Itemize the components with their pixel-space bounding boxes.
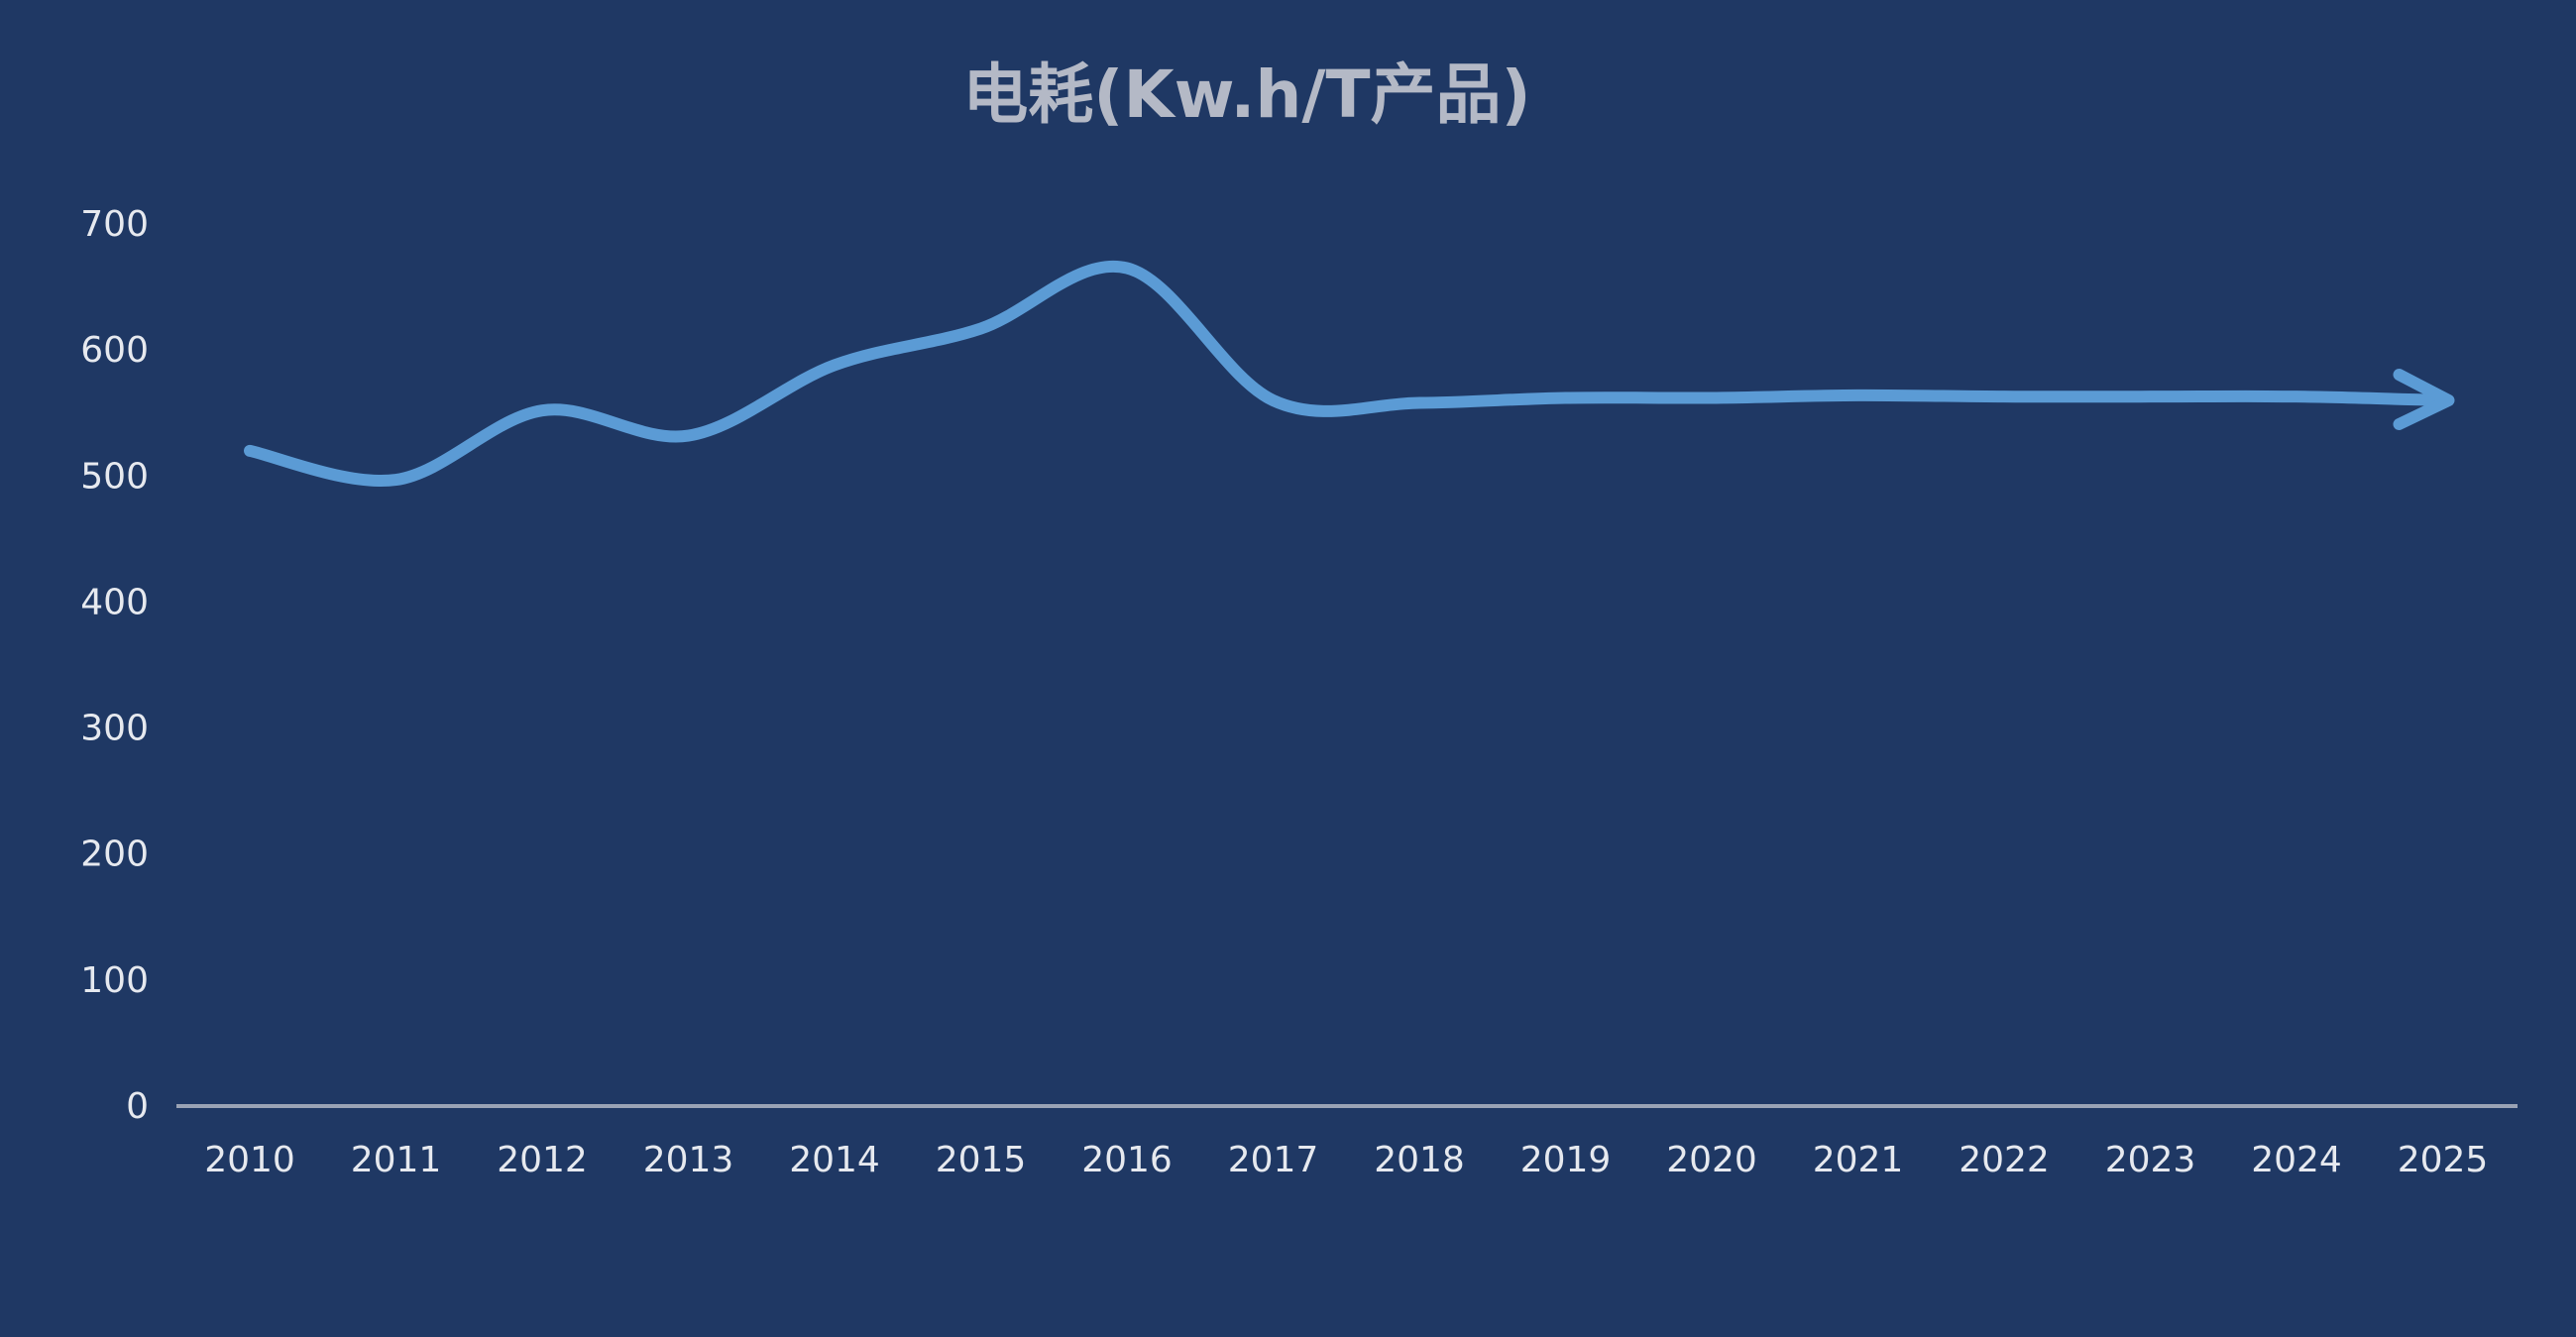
data-point [244,445,256,457]
data-point [975,323,987,335]
data-point [2437,394,2449,406]
x-tick-label: 2011 [351,1140,442,1180]
x-tick-label: 2025 [2398,1140,2489,1180]
data-point [683,430,695,442]
y-tick-label: 0 [126,1086,149,1127]
chart-title: 电耗(Kw.h/T产品) [962,56,1530,133]
x-tick-label: 2016 [1081,1140,1173,1180]
x-tick-label: 2017 [1228,1140,1319,1180]
data-point [1121,263,1133,275]
y-tick-label: 200 [80,835,149,875]
y-tick-label: 400 [80,582,149,622]
data-point [829,359,840,371]
x-tick-label: 2020 [1666,1140,1757,1180]
y-axis-tick-labels: 0 100 200 300 400 500 600 700 [80,204,149,1127]
y-tick-label: 600 [80,330,149,371]
data-point [391,474,402,486]
x-tick-label: 2024 [2251,1140,2342,1180]
data-point [1560,391,1572,403]
x-tick-label: 2022 [1959,1140,2050,1180]
y-tick-label: 300 [80,709,149,749]
series-line [244,260,2449,488]
x-tick-label: 2023 [2105,1140,2196,1180]
data-point [1268,394,1280,406]
data-point [1998,390,2010,402]
data-point [1852,390,1864,401]
data-point [2145,390,2157,402]
x-tick-label: 2015 [936,1140,1027,1180]
x-tick-label: 2021 [1813,1140,1904,1180]
y-tick-label: 500 [80,456,149,497]
x-axis-tick-labels: 2010 2011 2012 2013 2014 2015 2016 2017 2018 2019… [204,1140,2488,1180]
series-end-arrow [2393,369,2455,430]
x-tick-label: 2014 [789,1140,880,1180]
x-tick-label: 2019 [1520,1140,1612,1180]
y-tick-label: 700 [80,204,149,245]
data-point [2291,390,2302,402]
data-point [1706,391,1718,403]
data-point [1413,397,1425,409]
data-point [536,404,548,416]
x-tick-label: 2018 [1374,1140,1465,1180]
x-tick-label: 2012 [497,1140,588,1180]
x-tick-label: 2013 [643,1140,734,1180]
y-tick-label: 100 [80,960,149,1001]
x-tick-label: 2010 [204,1140,295,1180]
